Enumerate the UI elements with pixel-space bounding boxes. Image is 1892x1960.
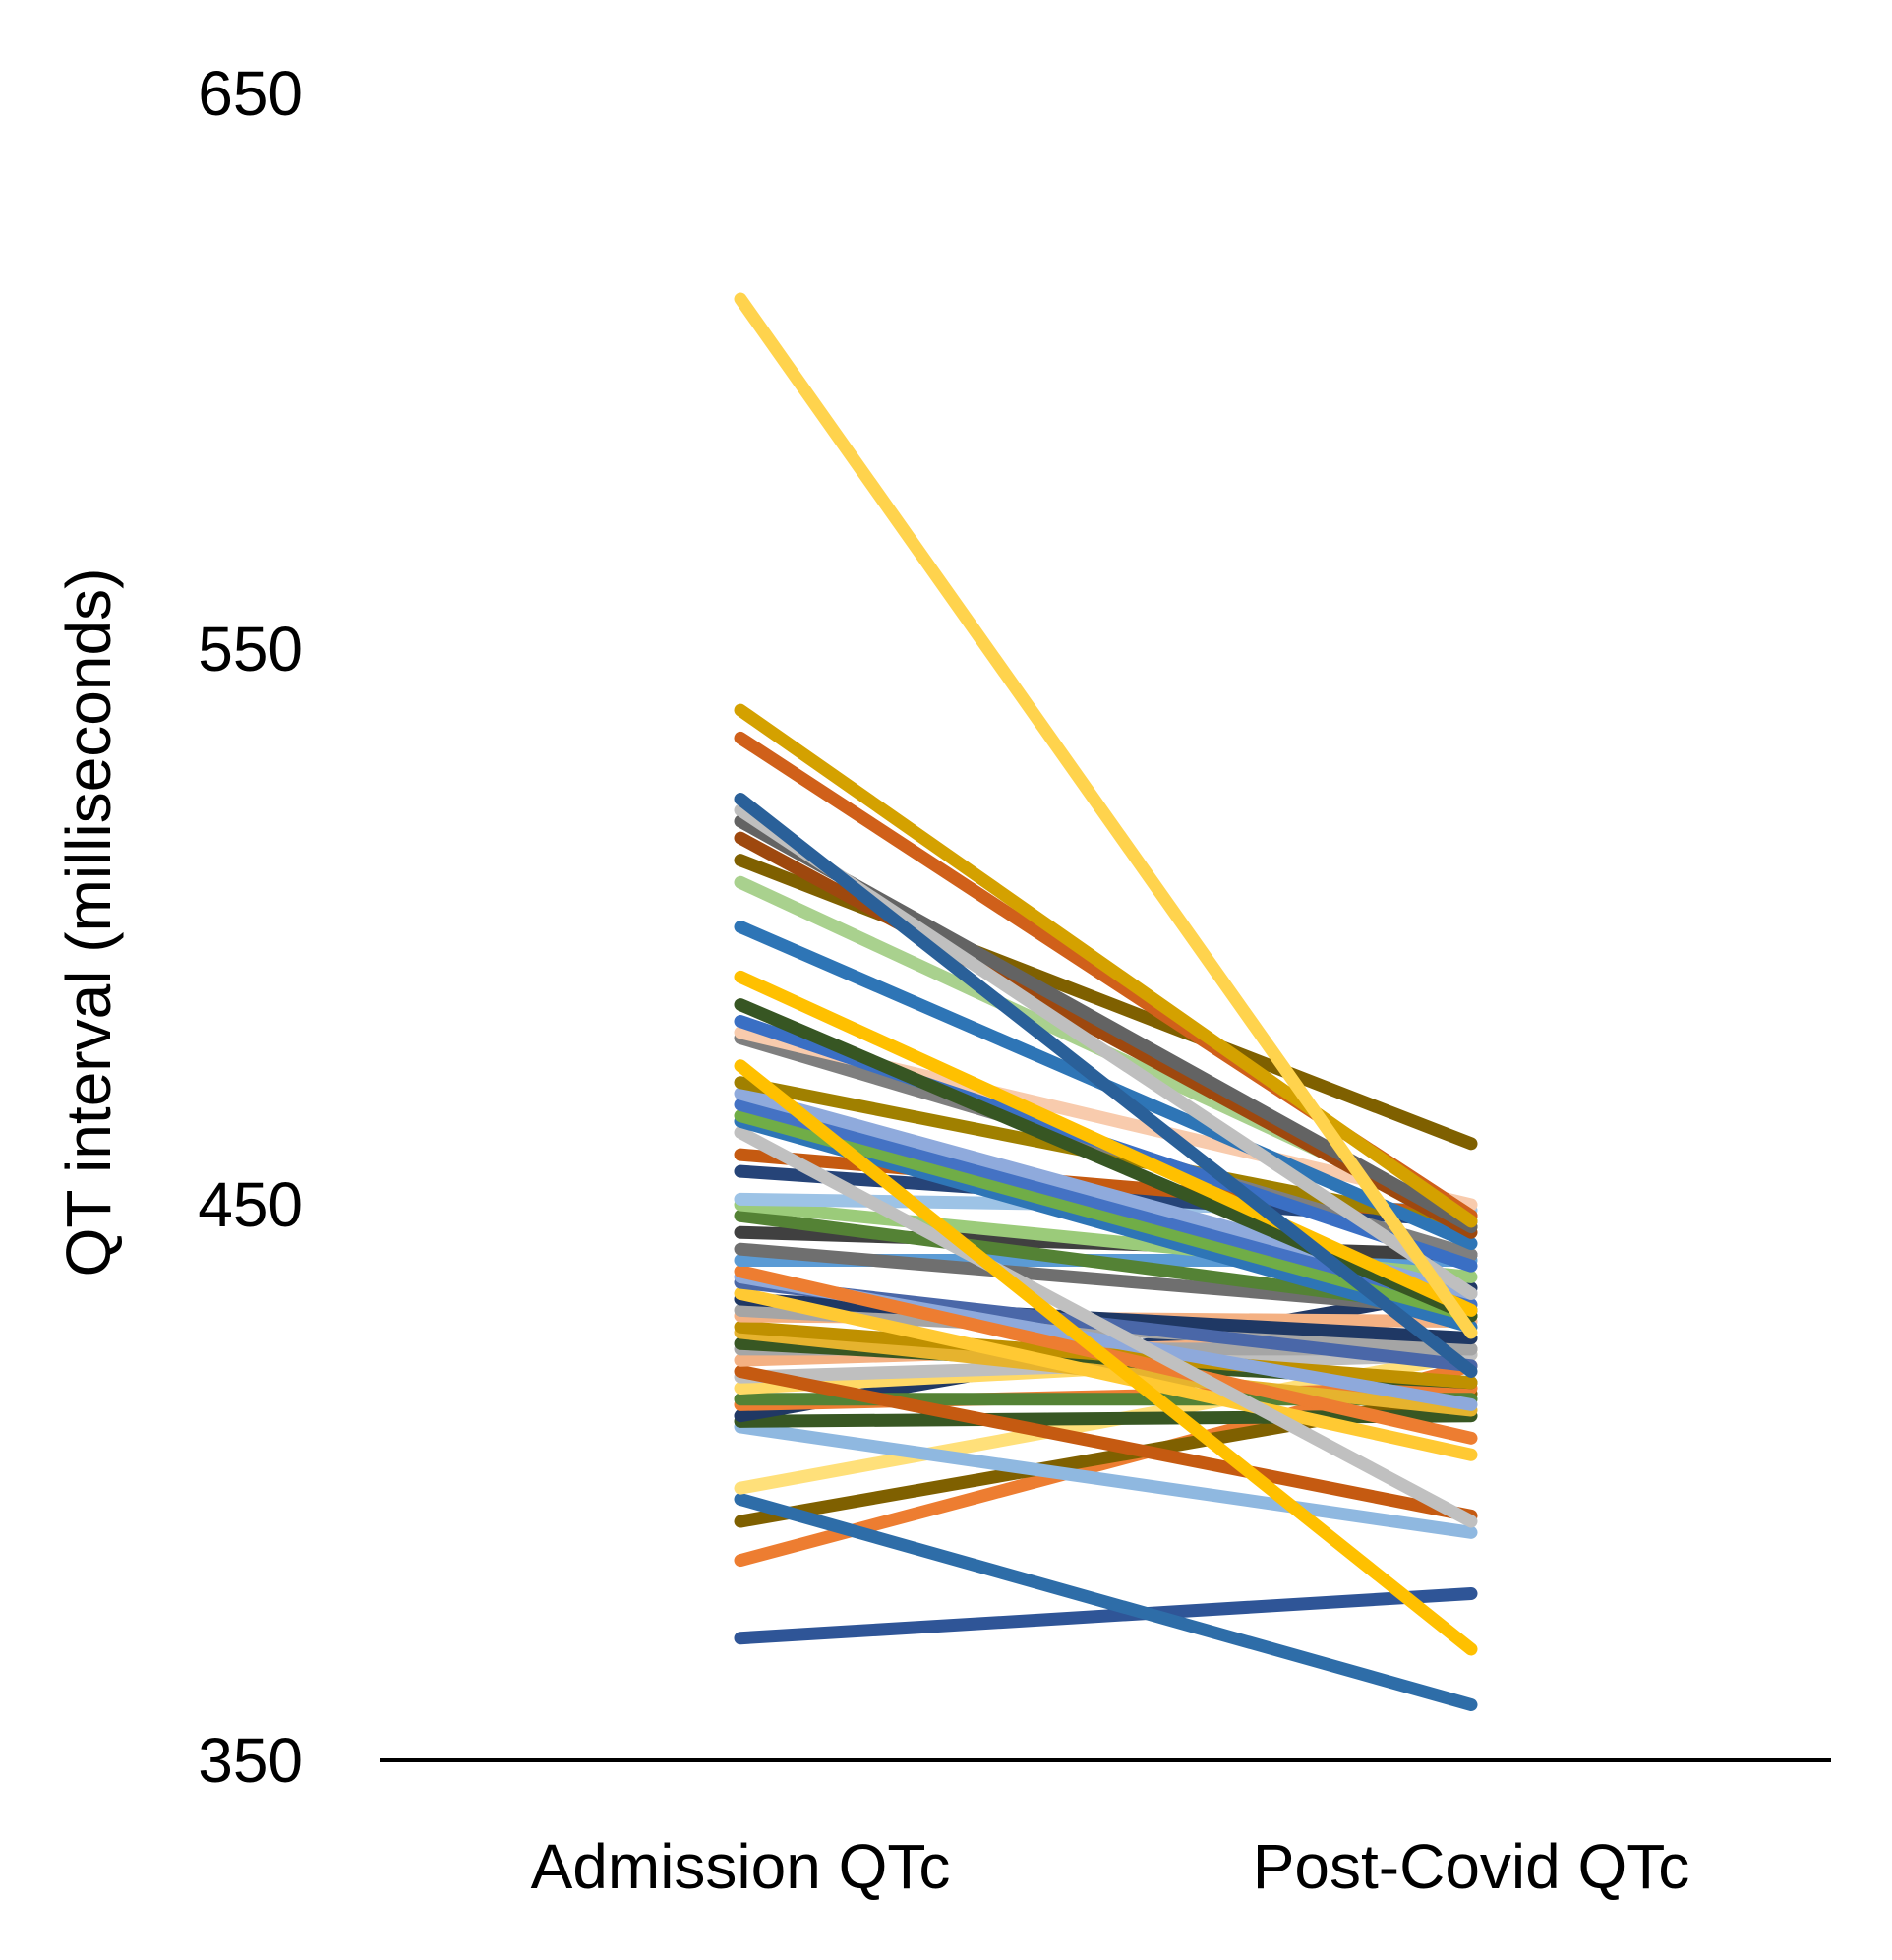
x-category-label-2: Post-Covid QTc xyxy=(1253,1831,1690,1902)
y-tick-label-450: 450 xyxy=(198,1169,303,1240)
y-tick-label-650: 650 xyxy=(198,58,303,129)
series-line-50 xyxy=(734,1420,1478,1539)
series-line-12 xyxy=(734,998,1478,1323)
series-line-55 xyxy=(734,1587,1478,1645)
y-tick-label-550: 550 xyxy=(198,614,303,684)
series-line-4 xyxy=(734,793,1478,1378)
x-category-labels: Admission QTc Post-Covid QTc xyxy=(531,1831,1690,1902)
series-line-52 xyxy=(734,1492,1478,1711)
series-line-1 xyxy=(734,292,1478,1339)
series-line-22 xyxy=(734,1126,1478,1528)
series-layer xyxy=(734,292,1478,1711)
series-line-43 xyxy=(734,1365,1478,1522)
y-tick-labels: 350 450 550 650 xyxy=(198,58,303,1796)
series-line-11 xyxy=(734,970,1478,1317)
x-category-label-1: Admission QTc xyxy=(531,1831,951,1902)
series-line-16 xyxy=(734,1059,1478,1656)
y-tick-label-350: 350 xyxy=(198,1725,303,1796)
series-line-34 xyxy=(734,1286,1478,1461)
y-axis-title: QT interval (milliseconds) xyxy=(53,568,124,1277)
series-line-2 xyxy=(734,703,1478,1228)
